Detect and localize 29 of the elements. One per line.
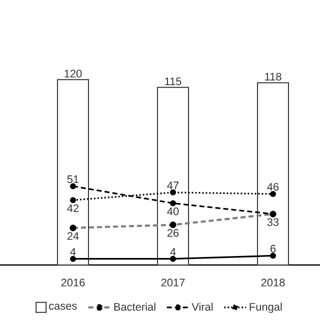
point xyxy=(170,189,176,196)
x-tick-label: 2016 xyxy=(61,278,85,286)
data-label: 24 xyxy=(67,232,79,240)
data-label: 6 xyxy=(270,244,276,253)
data-label: 47 xyxy=(167,182,179,190)
point xyxy=(270,190,276,197)
data-label: 4 xyxy=(70,248,76,256)
data-label: 120 xyxy=(64,70,82,78)
point xyxy=(70,197,76,204)
data-label: 26 xyxy=(167,229,179,237)
point xyxy=(170,256,176,262)
data-label: 118 xyxy=(265,72,282,81)
x-tick-label: 2017 xyxy=(161,278,185,286)
legend-label: cases xyxy=(49,304,77,310)
legend-label: Bacterial xyxy=(114,302,156,311)
x-tick-label: 2018 xyxy=(261,278,285,286)
point xyxy=(70,183,76,190)
point xyxy=(70,256,76,262)
legend-label: Viral xyxy=(192,302,213,311)
data-label: 42 xyxy=(67,204,79,212)
point xyxy=(170,200,176,206)
legend-label: Fungal xyxy=(250,302,282,313)
data-label: 40 xyxy=(167,207,179,216)
data-label: 4 xyxy=(170,248,176,256)
data-label: 46 xyxy=(267,183,279,191)
data-label: 33 xyxy=(267,218,279,226)
point xyxy=(270,252,276,259)
data-label: 51 xyxy=(67,175,79,184)
data-label: 115 xyxy=(165,78,182,86)
